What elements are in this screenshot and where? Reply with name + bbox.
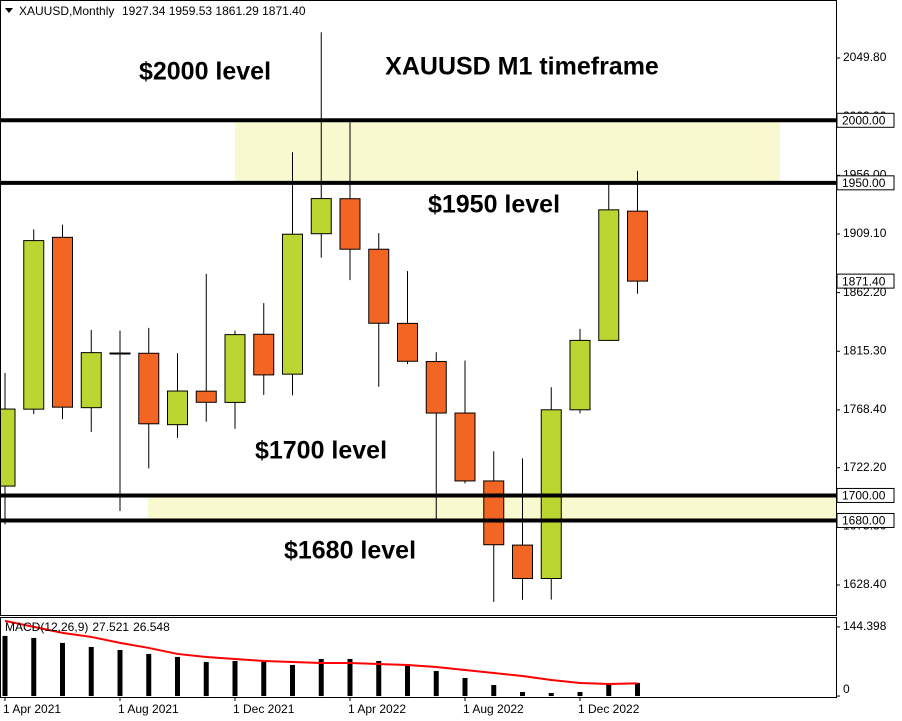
macd-bar: [520, 692, 525, 697]
macd-label-part: MACD(12,26,9): [5, 620, 88, 634]
candle-body: [310, 198, 332, 235]
level-label: 1680.00: [842, 514, 886, 528]
macd-label: MACD(12,26,9) 27.521 26.548: [5, 620, 170, 634]
annotation: $1700 level: [255, 437, 387, 465]
x-tick-label: 1 Dec 2021: [233, 702, 295, 716]
macd-bar: [203, 661, 209, 697]
candle-body: [138, 352, 160, 425]
candle-body: [195, 390, 217, 403]
macd-bar: [31, 637, 37, 697]
macd-bar: [606, 684, 612, 697]
candle-body: [23, 240, 45, 410]
macd-bar: [433, 670, 439, 697]
annotation: XAUUSD M1 timeframe: [385, 53, 659, 81]
candle-body: [253, 333, 275, 376]
macd-bar: [261, 661, 267, 697]
macd-bar: [405, 663, 410, 697]
candle-body: [598, 209, 620, 341]
y-tick-label: 1909.10: [843, 226, 887, 240]
annotation: $1950 level: [428, 191, 560, 219]
candle-body: [512, 544, 533, 579]
candle-body: [109, 352, 131, 355]
level-label: 1700.00: [842, 489, 886, 503]
macd-bar: [491, 685, 497, 697]
y-tick-label: 1768.40: [843, 402, 887, 416]
x-tick-label: 1 Dec 2022: [578, 702, 640, 716]
price-zone: [235, 120, 780, 183]
y-tick-label: 1628.40: [843, 577, 887, 591]
candle-body: [339, 198, 361, 250]
current-price-label: 1871.40: [842, 274, 886, 288]
level-label: 1950.00: [842, 176, 886, 190]
y-tick-label: 144.398: [843, 619, 887, 633]
candle-body: [368, 248, 390, 324]
candle-body: [483, 480, 505, 546]
chart-title: XAUUSD,Monthly: [19, 4, 114, 18]
macd-bar: [577, 692, 583, 697]
candle-body: [425, 361, 447, 414]
candle-body: [0, 408, 16, 487]
macd-bar: [462, 677, 468, 697]
macd-bar: [2, 635, 8, 697]
annotation: $1680 level: [284, 537, 416, 565]
ohlc-label: 1927.34 1959.53 1861.29 1871.40: [122, 4, 306, 18]
macd-bar: [88, 646, 94, 697]
candle-body: [397, 322, 418, 362]
y-tick-label: 0: [843, 682, 850, 696]
macd-bar: [175, 656, 180, 697]
level-label: 2000.00: [842, 113, 886, 127]
macd-signal-line: [4, 619, 638, 686]
macd-panel-frame: [0, 617, 837, 698]
x-tick-label: 1 Apr 2021: [3, 702, 61, 716]
macd-bar: [117, 649, 123, 697]
y-tick-label: 2049.80: [843, 50, 887, 64]
macd-bar: [60, 642, 65, 697]
macd-bar: [232, 660, 238, 697]
macd-label-part: 27.521: [92, 620, 129, 634]
header-arrow: [5, 8, 13, 13]
candle-body: [167, 390, 188, 426]
macd-bar: [635, 682, 640, 697]
y-tick-label: 1815.30: [843, 343, 887, 357]
candle-body: [454, 412, 476, 482]
x-tick-label: 1 Aug 2022: [463, 702, 524, 716]
candle-body: [627, 210, 648, 282]
candle-body: [80, 352, 102, 409]
macd-bar: [318, 658, 324, 697]
annotation: $2000 level: [139, 58, 271, 86]
x-tick-label: 1 Aug 2021: [118, 702, 179, 716]
candle-body: [52, 236, 73, 408]
candle-body: [282, 233, 303, 375]
macd-label-part: 26.548: [133, 620, 170, 634]
macd-bar: [548, 693, 554, 697]
main-panel-frame: [0, 0, 837, 616]
candle-body: [569, 339, 591, 411]
macd-bar: [290, 664, 295, 697]
x-tick-label: 1 Apr 2022: [348, 702, 406, 716]
y-tick-label: 1722.20: [843, 460, 887, 474]
candle-body: [224, 334, 246, 403]
macd-bar: [376, 660, 382, 697]
macd-bar: [347, 658, 353, 697]
macd-bar: [146, 653, 152, 697]
